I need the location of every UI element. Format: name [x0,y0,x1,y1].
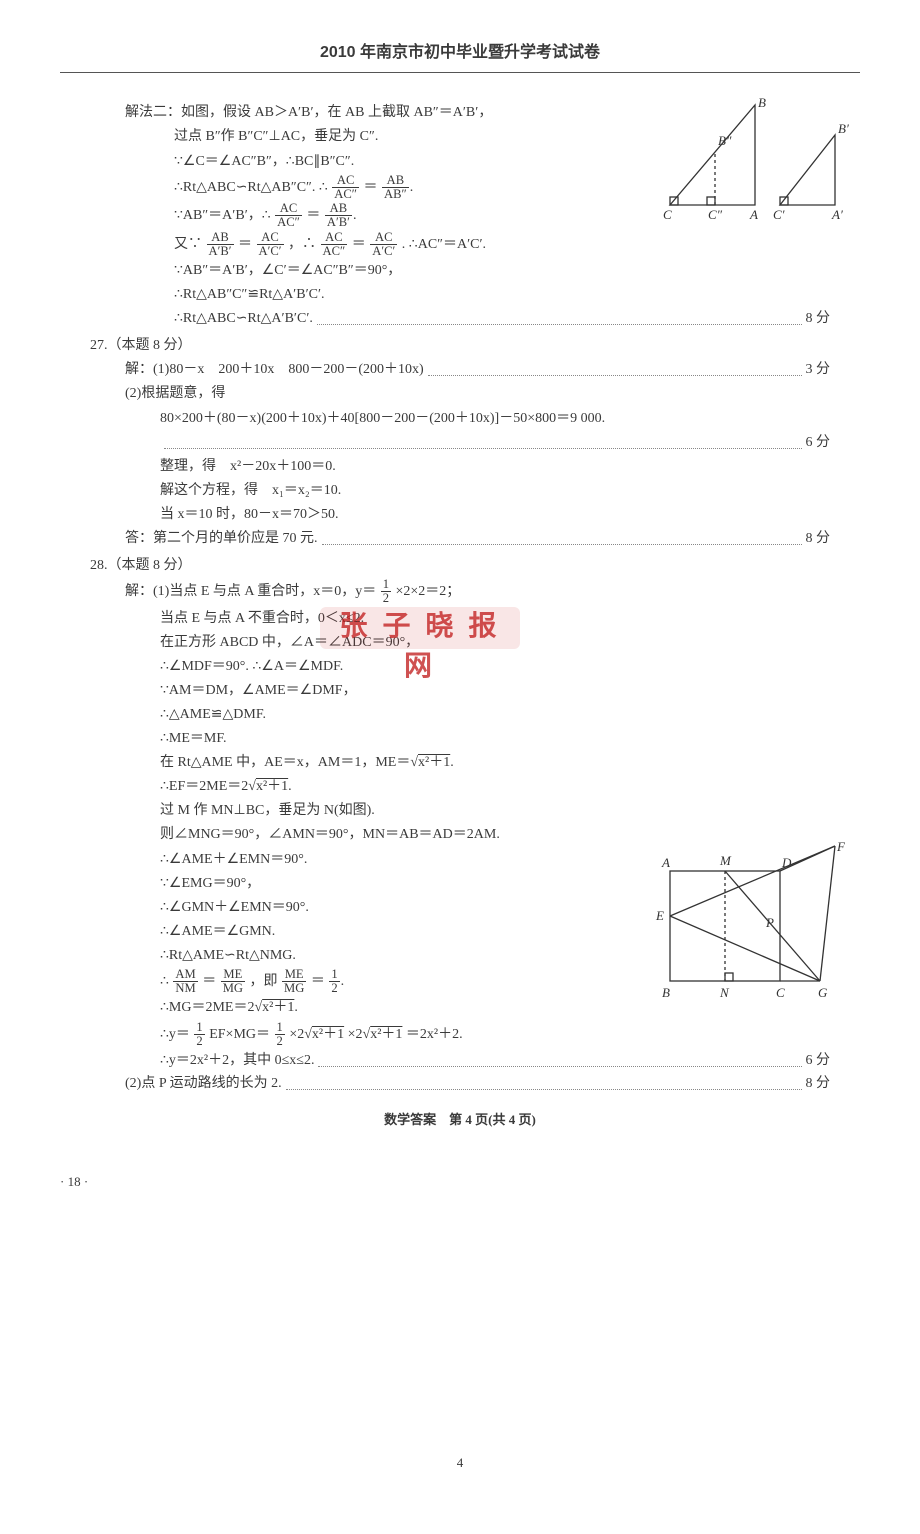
fig1-label-C: C [663,207,672,222]
fig2-A: A [661,855,670,870]
footer-center: 数学答案 第 4 页(共 4 页) [90,1109,830,1130]
fig1-label-Cp: C′ [773,207,785,222]
q28-p8: 在 Rt△AME 中，AE＝x，AM＝1，ME＝√x²＋1. [90,751,830,774]
header-rule [60,72,860,73]
q28-p4: ∴∠MDF＝90°. ∴∠A＝∠MDF. [90,655,830,678]
figure-square: A M D F E P B N C G [640,841,850,1031]
fig2-C: C [776,985,785,1000]
fig2-N: N [719,985,730,1000]
m2-l6: ∵AB″＝A′B′，∠C′＝∠AC″B″＝90°， [90,259,830,282]
page-number-left: · 18 · [60,1171,860,1192]
q28-p21: (2)点 P 运动路线的长为 2. 8 分 [90,1072,830,1095]
q27-ans: 答：第二个月的单价应是 70 元. 8 分 [90,527,830,550]
q27-l3: 整理，得 x²－20x＋100＝0. [90,455,830,478]
page-title: 2010 年南京市初中毕业暨升学考试试卷 [60,40,860,66]
q28-p3: 在正方形 ABCD 中，∠A＝∠ADC＝90°， [90,631,830,654]
q28-p1: 解：(1)当点 E 与点 A 重合时，x＝0，y＝ 12 ×2×2＝2； [90,578,830,605]
fig1-label-B: B [758,95,766,110]
m2-score8: ∴Rt△ABC∽Rt△A′B′C′. 8 分 [90,307,830,330]
q28-p7: ∴ME＝MF. [90,727,830,750]
fig2-F: F [836,841,846,854]
fig2-B: B [662,985,670,1000]
fig2-D: D [781,855,792,870]
q28-p9: ∴EF＝2ME＝2√x²＋1. [90,775,830,798]
q27-l4: 解这个方程，得 x₁＝x₂＝10. [90,479,830,502]
figure-triangles: B B″ C C″ A B′ C′ A′ [660,95,850,225]
q28-p2: 当点 E 与点 A 不重合时，0＜x≤2. [90,607,830,630]
fig2-G: G [818,985,828,1000]
fig1-label-A: A [749,207,758,222]
content-area: 张 子 晓 报 网 B B″ C C″ A B′ [60,101,860,1130]
fig1-label-Cpp: C″ [708,207,723,222]
fig1-label-Bp: B′ [838,121,849,136]
q28-p10: 过 M 作 MN⊥BC，垂足为 N(如图). [90,799,830,822]
page-number-bottom: 4 [60,1452,860,1473]
fig2-E: E [655,908,664,923]
q27-p2: (2)根据题意，得 [90,382,830,405]
q27-score6: 6 分 [90,431,830,454]
q28-p6: ∴△AME≌△DMF. [90,703,830,726]
fig1-label-Ap: A′ [831,207,843,222]
m2-l5: 又∵ ABA′B′ ＝ ACA′C′ ，∴ ACAC″ ＝ ACA′C′ . ∴… [90,231,830,258]
q28-p5: ∵AM＝DM，∠AME＝∠DMF， [90,679,830,702]
q28-header: 28.（本题 8 分） [90,554,830,577]
fig2-M: M [719,853,732,868]
q27-p1: 解：(1)80－x 200＋10x 800－200－(200＋10x) 3 分 [90,358,830,381]
fig2-P: P [765,915,774,930]
fig1-label-Bpp: B″ [718,133,732,148]
